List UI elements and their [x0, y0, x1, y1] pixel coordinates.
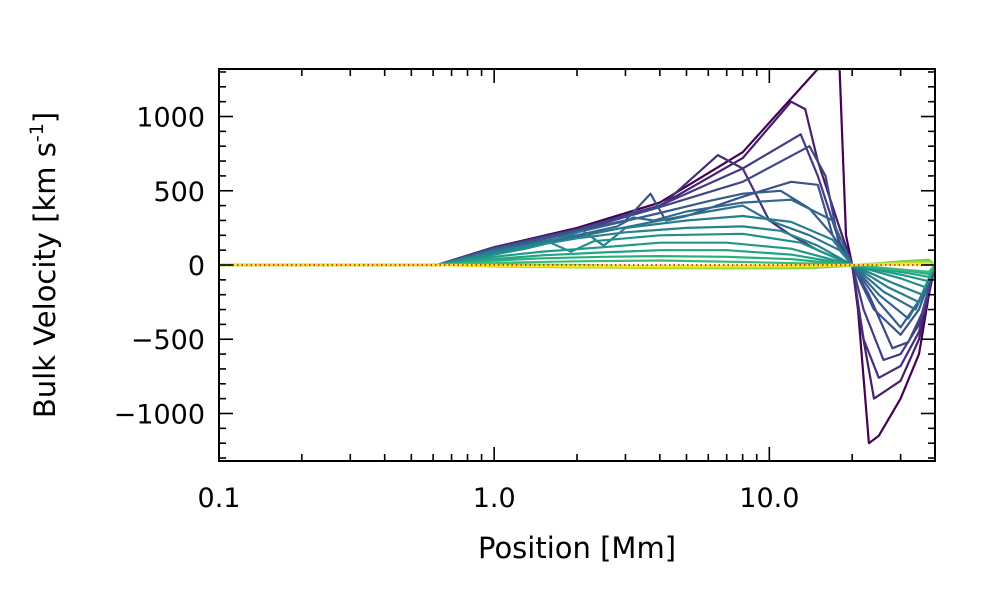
y-tick-label: 0 [188, 251, 205, 282]
x-tick-label: 0.1 [198, 483, 241, 514]
series-line-t01 [219, 69, 935, 445]
series-line-t13 [219, 241, 935, 283]
x-tick-label: 10.0 [739, 483, 799, 514]
y-tick-label: −500 [131, 325, 205, 356]
x-tick-label: 1.0 [473, 483, 516, 514]
y-tick-label: −1000 [114, 399, 205, 430]
y-axis-label: Bulk Velocity [km s-1] [26, 112, 62, 418]
series-line-t23 [219, 263, 935, 267]
series-line-t10 [219, 214, 935, 304]
series-line-t11 [219, 225, 935, 296]
series-line-t14 [219, 249, 935, 278]
axis-ticks [218, 69, 935, 461]
tick-labels: 0.1 1.0 10.0 1000 500 0 −500 −1000 [114, 103, 800, 514]
y-tick-label: 500 [153, 177, 205, 208]
series-line-t05 [219, 145, 935, 350]
x-axis-label: Position [Mm] [478, 531, 676, 565]
series-group [219, 69, 935, 445]
series-line-t07 [219, 189, 935, 329]
series-line-t06 [219, 180, 935, 336]
y-axis-label-main: Bulk Velocity [km s [28, 142, 62, 418]
y-axis-label-superscript: -1 [26, 123, 48, 142]
y-tick-label: 1000 [136, 103, 205, 134]
series-line-t04 [219, 133, 935, 362]
series-line-t12 [219, 232, 935, 289]
y-axis-label-tail: ] [28, 112, 62, 123]
